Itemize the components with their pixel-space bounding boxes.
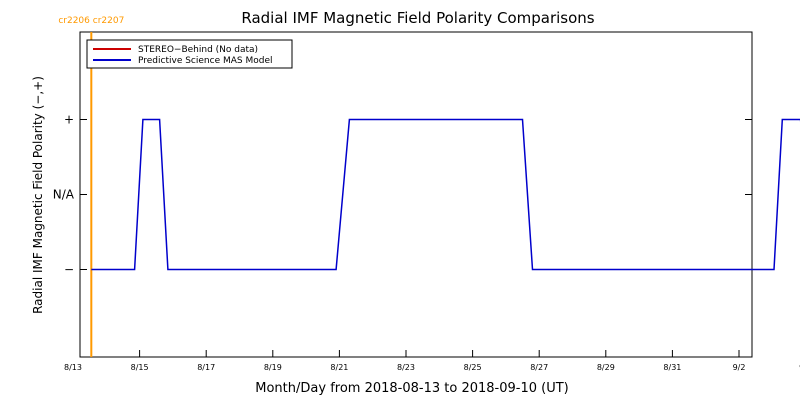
carrington-label-0: cr2206 cr2207 [58,16,124,26]
y-axis-label: Radial IMF Magnetic Field Polarity (−,+) [31,76,45,314]
chart-marks: 8/13 8/15 8/17 8/19 8/21 8/23 8/25 8/27 8/29 8/31… [53,16,800,372]
x-tick-label-7: 8/27 [530,363,548,372]
x-tick-label-6: 8/25 [464,363,482,372]
y-tick-label-1: N/A [53,188,75,202]
series-line-1 [91,118,800,271]
x-tick-label-9: 8/31 [663,363,681,372]
y-tick-label-2: − [64,263,74,277]
x-tick-label-10: 9/2 [733,363,746,372]
legend-box [86,39,293,69]
x-tick-label-3: 8/19 [264,363,282,372]
plot-frame [79,31,753,358]
x-axis-label: Month/Day from 2018-08-13 to 2018-09-10 … [255,381,568,396]
chart-title: Radial IMF Magnetic Field Polarity Compa… [241,9,594,27]
x-tick-label-5: 8/23 [397,363,415,372]
legend: STEREO−Behind (No data)Predictive Scienc… [86,39,293,69]
x-tick-label-8: 8/29 [597,363,615,372]
x-tick-label-4: 8/21 [330,363,348,372]
legend-label-0: STEREO−Behind (No data) [138,45,258,55]
x-tick-label-2: 8/17 [197,363,215,372]
y-tick-label-0: + [64,113,74,127]
x-tick-label-0: 8/13 [64,363,82,372]
legend-label-1: Predictive Science MAS Model [138,56,273,66]
x-tick-label-1: 8/15 [131,363,149,372]
